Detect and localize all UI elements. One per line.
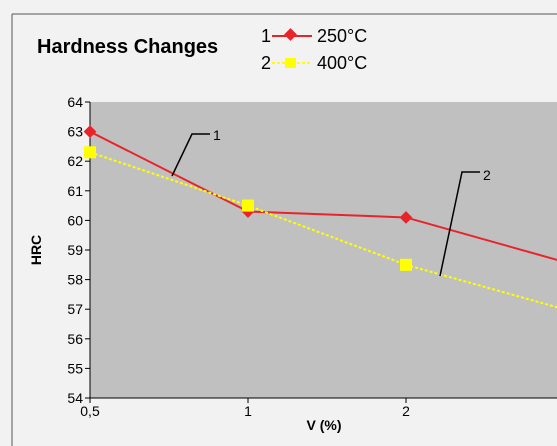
series-line-1 <box>89 151 557 309</box>
data-point <box>84 146 96 159</box>
data-point <box>242 199 254 212</box>
y-tick-label: 64 <box>67 94 83 110</box>
annotation-2: 2 <box>439 167 491 277</box>
legend-marker-400 <box>285 58 296 68</box>
y-tick-label: 58 <box>67 272 83 288</box>
chart-title: Hardness Changes <box>37 36 218 58</box>
data-point <box>399 211 413 224</box>
y-tick-label: 55 <box>67 360 83 376</box>
legend: 1 250°C 2 400°C <box>261 26 367 73</box>
x-tick-label: 2 <box>402 403 410 419</box>
y-tick-label: 56 <box>67 331 83 347</box>
data-point <box>400 258 412 271</box>
x-tick-label: 0,5 <box>80 403 100 419</box>
annotation-2-label: 2 <box>483 167 491 183</box>
plot-area <box>90 102 557 398</box>
legend-label-250: 250°C <box>317 26 367 46</box>
annotation-1-leader <box>171 133 210 177</box>
y-tick-label: 54 <box>67 390 83 406</box>
y-tick-label: 62 <box>67 153 83 169</box>
legend-index-1: 1 <box>261 26 271 46</box>
legend-marker-250 <box>284 28 297 41</box>
legend-index-2: 2 <box>261 53 271 73</box>
series-line-0 <box>89 130 557 261</box>
y-tick-label: 61 <box>67 183 83 199</box>
y-axis-ticks: 54 55 56 57 58 59 60 61 62 63 64 <box>67 94 90 406</box>
x-axis-ticks: 0,5123 <box>80 398 410 419</box>
y-tick-label: 60 <box>67 212 83 228</box>
x-axis-label: V (%) <box>307 417 342 433</box>
y-tick-label: 57 <box>67 301 83 317</box>
annotation-1: 1 <box>171 127 221 177</box>
x-tick-label: 1 <box>244 403 252 419</box>
annotation-1-label: 1 <box>213 127 221 143</box>
annotation-2-leader <box>439 171 480 277</box>
y-axis-label: HRC <box>28 235 44 265</box>
y-tick-label: 63 <box>67 124 83 140</box>
y-tick-label: 59 <box>67 242 83 258</box>
legend-label-400: 400°C <box>317 53 367 73</box>
